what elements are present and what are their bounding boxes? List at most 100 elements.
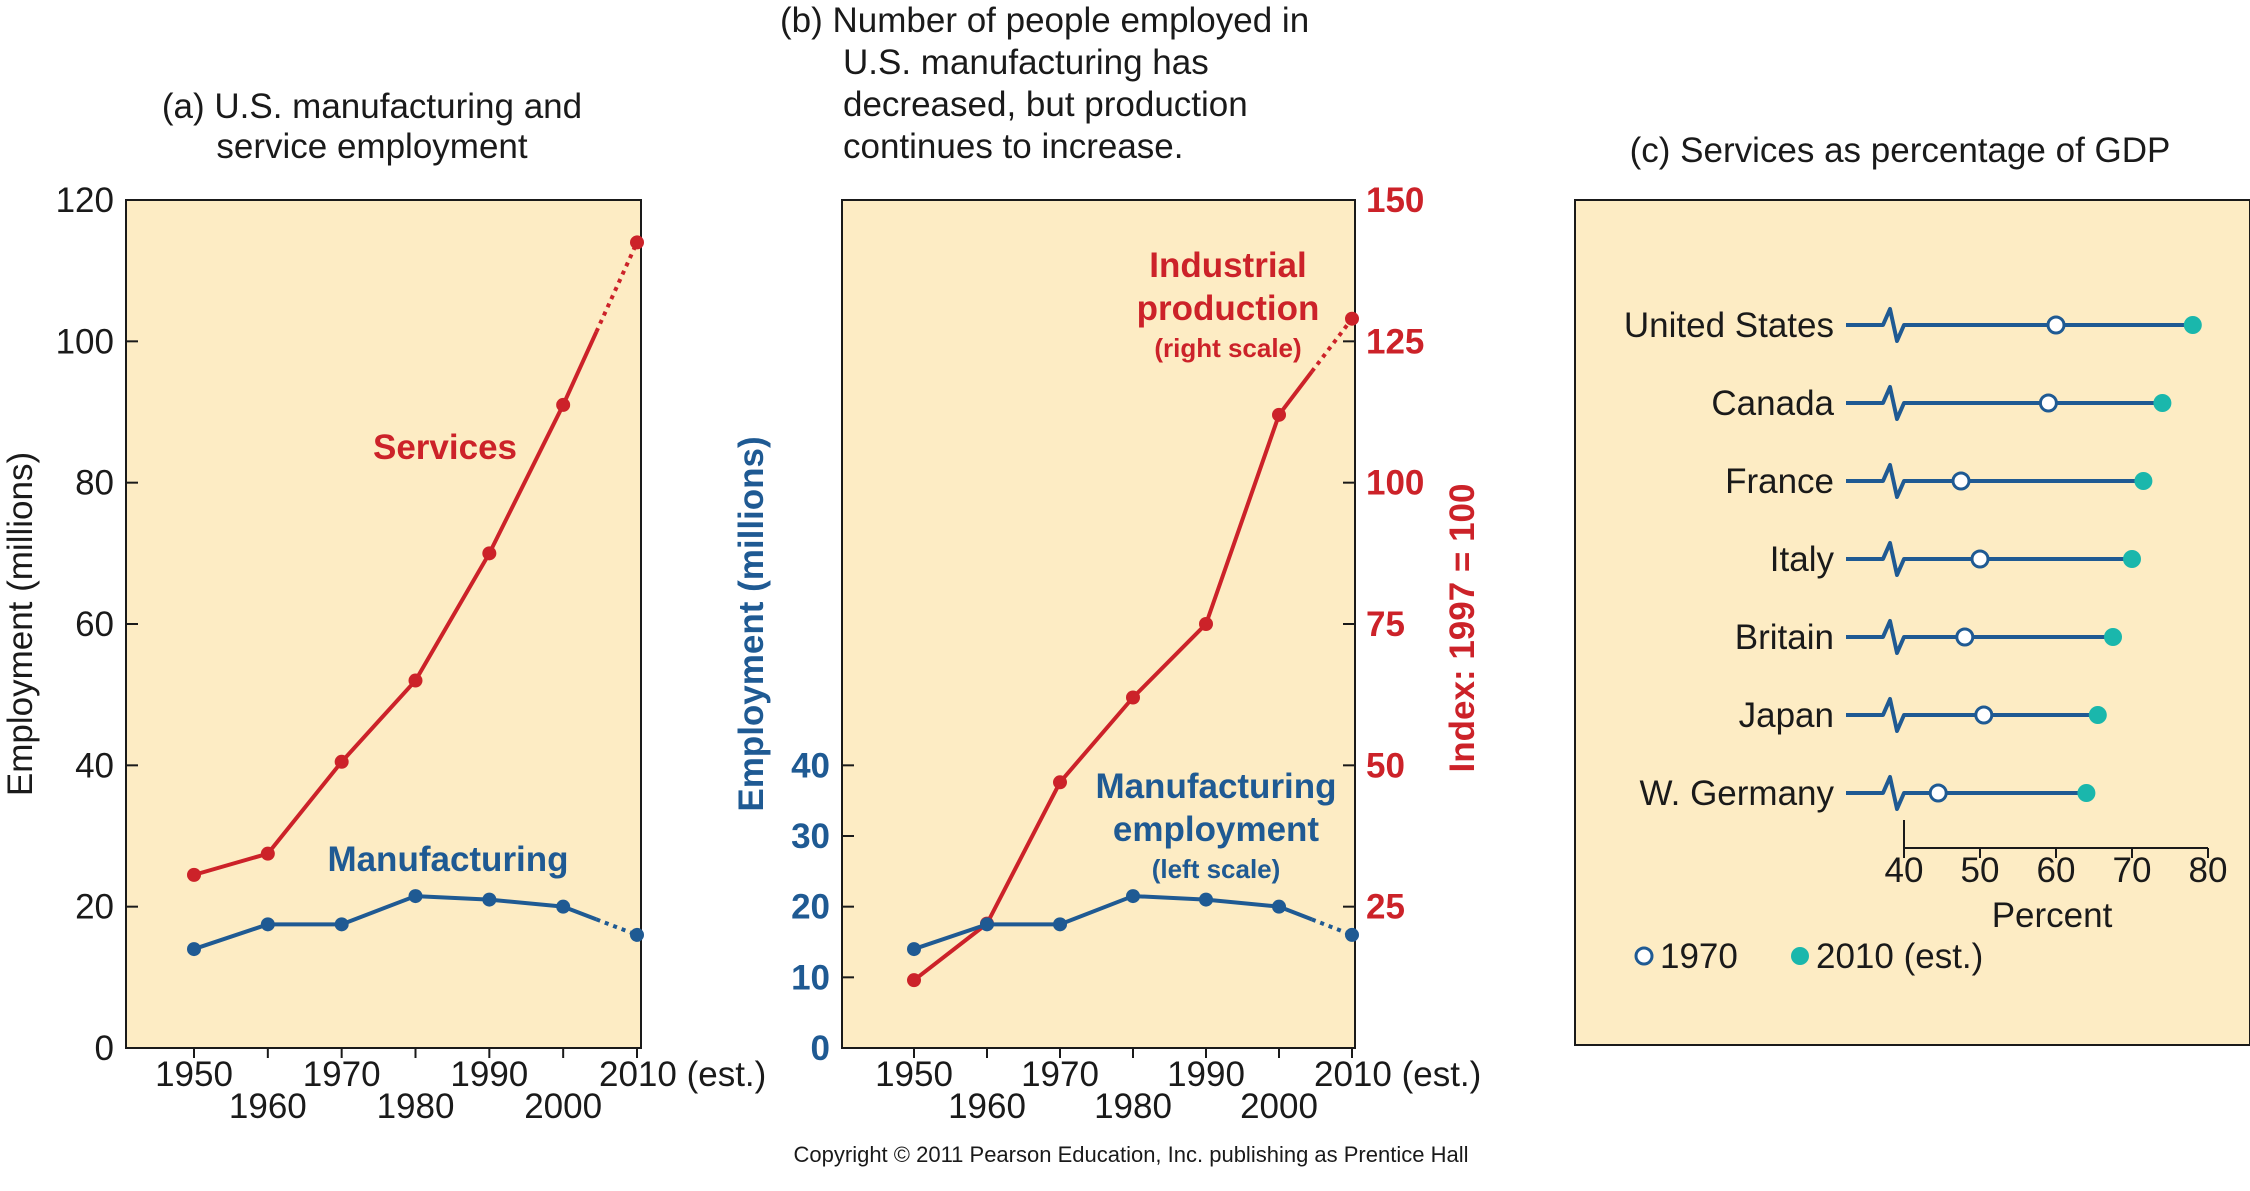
industrial-production-sublabel: (right scale) xyxy=(1154,333,1301,363)
legend-1970-label: 1970 xyxy=(1660,937,1738,976)
panel-a-title-line2: service employment xyxy=(216,127,527,166)
panel-a-plot-area xyxy=(125,199,642,1049)
country-row: W. Germany xyxy=(1640,774,2096,813)
legend-2010-label: 2010 (est.) xyxy=(1816,937,1983,976)
x-tick-label: 1980 xyxy=(1094,1087,1172,1126)
x-tick-label: 1950 xyxy=(155,1055,233,1094)
country-label: United States xyxy=(1624,306,1834,345)
dot-2010 xyxy=(2183,316,2202,334)
dot-2010 xyxy=(2153,394,2172,412)
country-row: Japan xyxy=(1739,696,2107,735)
x-tick-label: 40 xyxy=(1885,851,1924,890)
manufacturing-point xyxy=(482,892,497,907)
industrial-production-point xyxy=(1199,617,1213,631)
manufacturing-point xyxy=(408,889,423,904)
panel-b-series xyxy=(907,311,1359,988)
manufacturing-estimate-dotted-line xyxy=(595,917,638,937)
panel-a-title-line1: (a) U.S. manufacturing and xyxy=(162,87,582,126)
x-tick-label: 1960 xyxy=(229,1087,307,1126)
panel-c: (c) Services as percentage of GDP United… xyxy=(1574,131,2250,1046)
x-tick-label: 2010 (est.) xyxy=(1314,1055,1481,1094)
x-tick-label: 1980 xyxy=(377,1087,455,1126)
manufacturing-employment-label-line1: Manufacturing xyxy=(1095,767,1336,806)
x-tick-label: 2010 (est.) xyxy=(599,1055,766,1094)
x-tick-label: 1970 xyxy=(303,1055,381,1094)
country-range-line xyxy=(1846,619,2113,655)
industrial-production-point xyxy=(1345,311,1359,326)
dot-1970 xyxy=(2038,393,2058,413)
panel-c-rows: United States Canada France Italy Britain Jap… xyxy=(1624,306,2202,813)
country-label: W. Germany xyxy=(1640,774,1835,813)
services-point xyxy=(556,397,571,412)
manufacturing-employment-point xyxy=(1199,892,1213,907)
legend-2010-marker xyxy=(1791,947,1809,965)
industrial-production-point xyxy=(1126,690,1140,705)
dot-1970 xyxy=(1951,471,1971,491)
manufacturing-employment-line xyxy=(913,894,1280,951)
country-row: Italy xyxy=(1770,540,2141,579)
industrial-production-label-line1: Industrial xyxy=(1149,246,1307,285)
y-tick-label: 20 xyxy=(75,888,114,927)
country-label: Italy xyxy=(1770,540,1835,579)
country-label: Canada xyxy=(1711,384,1834,423)
panel-a-y-axis-label: Employment (millions) xyxy=(1,452,40,796)
manufacturing-employment-estimate-dotted-line xyxy=(1311,917,1353,937)
y-tick-label: 120 xyxy=(56,181,114,220)
country-row: Britain xyxy=(1735,618,2122,657)
x-tick-label: 50 xyxy=(1961,851,2000,890)
manufacturing-employment-point xyxy=(1272,899,1286,914)
manufacturing-line xyxy=(193,894,564,951)
x-tick-label: 70 xyxy=(2113,851,2152,890)
services-line xyxy=(193,404,565,877)
left-tick-label: 40 xyxy=(791,746,830,785)
right-tick-label: 75 xyxy=(1366,605,1405,644)
manufacturing-point xyxy=(556,899,571,914)
dot-1970 xyxy=(1974,705,1994,725)
dot-1970 xyxy=(1970,549,1990,569)
country-label: France xyxy=(1725,462,1834,501)
panel-a-y-ticks: 0 20 40 60 80 100 120 xyxy=(56,181,138,1068)
manufacturing-employment-sublabel: (left scale) xyxy=(1152,854,1281,884)
dot-1970 xyxy=(1928,783,1948,803)
left-tick-label: 30 xyxy=(791,817,830,856)
manufacturing-employment-label-line2: employment xyxy=(1113,810,1319,849)
panel-b-x-ticks: 1950 1970 1990 2010 (est.) 1960 1980 2000 xyxy=(875,1048,1481,1126)
manufacturing-point xyxy=(334,917,349,932)
panel-b: (b) Number of people employed in U.S. ma… xyxy=(732,1,1482,1126)
country-range-line xyxy=(1846,463,2144,499)
x-tick-label: 2000 xyxy=(524,1087,602,1126)
y-tick-label: 80 xyxy=(75,464,114,503)
panel-a-series xyxy=(187,235,644,957)
panel-b-left-ticks: 0 10 20 30 40 xyxy=(791,746,854,1068)
x-tick-label: 60 xyxy=(2037,851,2076,890)
left-tick-label: 20 xyxy=(791,888,830,927)
right-tick-label: 50 xyxy=(1366,746,1405,785)
industrial-production-line-to-estimate xyxy=(1277,370,1314,417)
x-tick-label: 1950 xyxy=(875,1055,953,1094)
industrial-production-point xyxy=(1272,407,1286,422)
panel-b-title-line1: (b) Number of people employed in xyxy=(780,1,1309,40)
dot-2010 xyxy=(2123,550,2141,568)
y-tick-label: 100 xyxy=(56,322,114,361)
manufacturing-employment-point xyxy=(980,917,994,932)
country-row: United States xyxy=(1624,306,2202,345)
right-tick-label: 25 xyxy=(1366,888,1405,927)
dot-2010 xyxy=(2077,784,2096,802)
dot-2010 xyxy=(2088,706,2107,724)
y-tick-label: 40 xyxy=(75,746,114,785)
panel-c-x-axis-label: Percent xyxy=(1992,896,2113,935)
country-range-line xyxy=(1846,541,2132,577)
panel-c-legend: 1970 2010 (est.) xyxy=(1634,937,1983,976)
panel-b-title-line4: continues to increase. xyxy=(843,127,1183,166)
country-label: Britain xyxy=(1735,618,1834,657)
x-tick-label: 1990 xyxy=(1167,1055,1245,1094)
country-row: Canada xyxy=(1711,384,2172,423)
manufacturing-employment-point xyxy=(907,942,921,957)
panel-b-right-axis-label: Index: 1997 = 100 xyxy=(1443,484,1482,773)
country-row: France xyxy=(1725,462,2153,501)
country-range-line xyxy=(1846,307,2193,343)
x-tick-label: 1960 xyxy=(948,1087,1026,1126)
services-point xyxy=(187,867,201,882)
legend-1970-marker xyxy=(1634,946,1654,966)
